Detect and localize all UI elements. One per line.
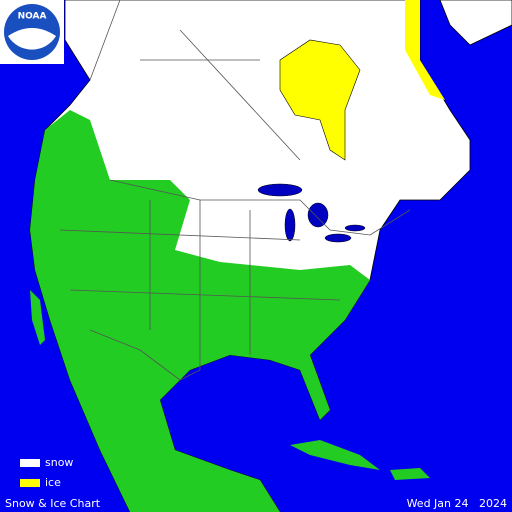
- us-mexico-border: [89, 329, 201, 381]
- great-lakes: [257, 183, 366, 243]
- lake-erie: [324, 233, 352, 243]
- alaska-border: [89, 0, 121, 81]
- legend-swatch-ice: [20, 479, 40, 487]
- logo-wave: [8, 28, 56, 50]
- baja: [30, 290, 45, 345]
- baffin-ice: [405, 0, 445, 100]
- lake-ontario: [344, 224, 366, 232]
- greenland: [439, 0, 512, 46]
- cuba: [290, 440, 380, 470]
- hispaniola: [390, 468, 430, 480]
- us-canada-border: [109, 179, 411, 236]
- lake-superior: [257, 183, 303, 197]
- borders: [59, 0, 411, 381]
- lake-michigan: [284, 208, 296, 242]
- state-border: [59, 229, 301, 241]
- legend-swatch-snow: [20, 459, 40, 467]
- state-border: [69, 289, 341, 301]
- footer-date: Wed Jan 24 2024: [407, 497, 507, 510]
- legend: snow ice: [20, 456, 73, 489]
- lake-huron: [307, 202, 329, 228]
- hudson-bay-ice: [279, 39, 361, 161]
- legend-label: snow: [45, 456, 73, 469]
- logo-text: NOAA: [18, 12, 47, 22]
- logo: NOAA: [0, 0, 64, 64]
- footer-title: Snow & Ice Chart: [5, 497, 101, 510]
- legend-label: ice: [45, 476, 61, 489]
- province-border: [179, 29, 301, 161]
